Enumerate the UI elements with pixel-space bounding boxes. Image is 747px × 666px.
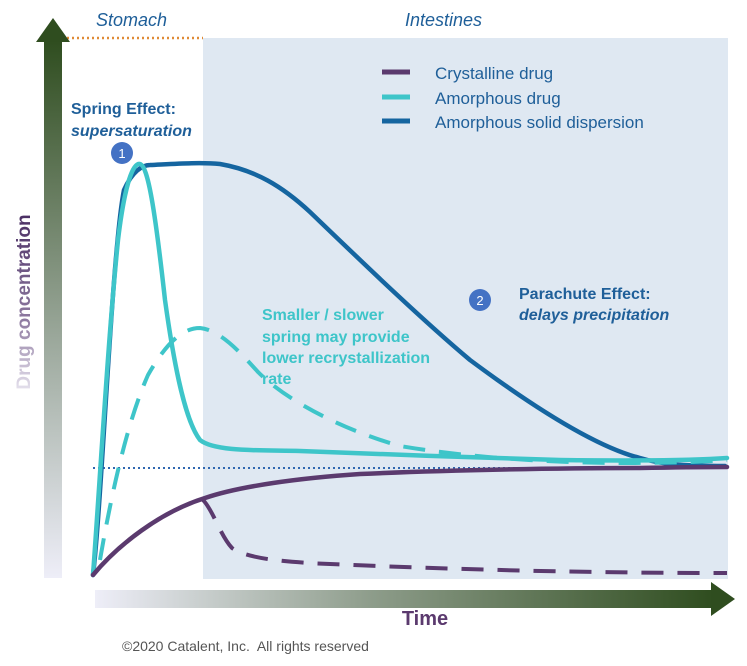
parachute-effect-title: Parachute Effect:: [519, 286, 651, 303]
legend-crystalline-label: Crystalline drug: [435, 64, 553, 83]
marker-2-label: 2: [476, 293, 483, 308]
x-axis-arrowhead: [711, 582, 735, 616]
intestines-region: [203, 38, 728, 579]
spring-effect-subtitle: supersaturation: [71, 123, 192, 140]
legend-amorphous-label: Amorphous drug: [435, 89, 561, 108]
intestines-label: Intestines: [405, 10, 482, 30]
smaller-spring-line-4: rate: [262, 371, 291, 388]
y-axis-label: Drug concentration: [14, 214, 35, 389]
smaller-spring-annotation: Smaller / slower spring may provide lowe…: [262, 307, 430, 388]
legend: Crystalline drug Amorphous drug Amorphou…: [382, 64, 644, 132]
crystalline-dashed-curve: [201, 498, 728, 575]
copyright: ©2020 Catalent, Inc. All rights reserved: [122, 638, 369, 654]
y-axis-shaft: [44, 40, 62, 578]
crystalline-curve: [90, 464, 730, 578]
x-axis-shaft: [95, 590, 713, 608]
spring-effect-title: Spring Effect:: [71, 101, 176, 118]
legend-asd-label: Amorphous solid dispersion: [435, 113, 644, 132]
y-axis-arrowhead: [36, 18, 70, 42]
marker-1-circle: [111, 142, 133, 164]
smaller-spring-line-1: Smaller / slower: [262, 307, 384, 324]
parachute-effect-subtitle: delays precipitation: [519, 307, 669, 324]
amorphous-slow-spring-dashed-curve: [98, 325, 728, 561]
smaller-spring-line-3: lower recrystallization: [262, 350, 430, 367]
x-axis-label: Time: [402, 608, 448, 630]
stomach-label: Stomach: [96, 10, 167, 30]
marker-1-label: 1: [118, 146, 125, 161]
marker-2-circle: [469, 289, 491, 311]
smaller-spring-line-2: spring may provide: [262, 329, 410, 346]
